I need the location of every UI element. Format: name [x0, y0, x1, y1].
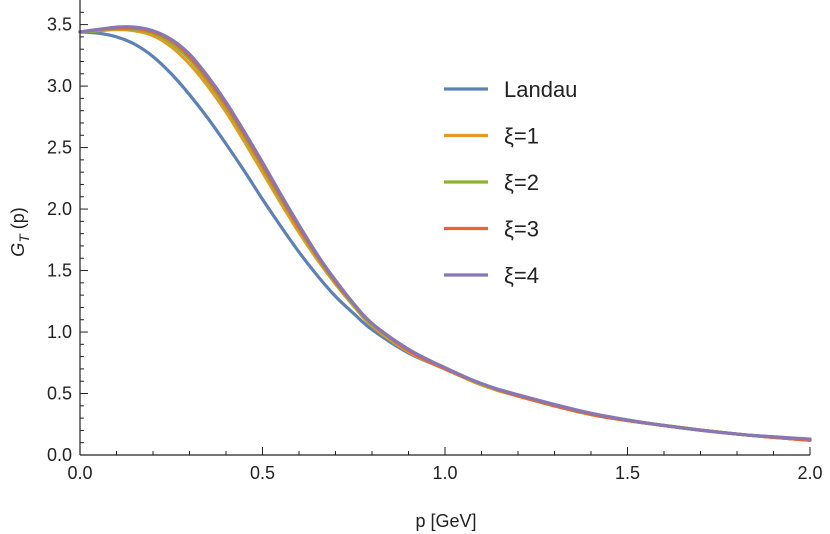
y-tick-label-2: 1.0 — [47, 322, 72, 342]
x-tick-label-0: 0.0 — [67, 463, 92, 483]
y-axis-label: GT (p) — [8, 207, 32, 257]
y-tick-label-0: 0.0 — [47, 445, 72, 465]
y-axis-label-suffix: (p) — [8, 207, 28, 234]
series-line-4 — [78, 25, 812, 441]
legend: Landau ξ=1 ξ=2 ξ=3 ξ=4 — [444, 77, 577, 288]
x-tick-label-3: 1.5 — [615, 463, 640, 483]
x-tick-label-1: 0.5 — [250, 463, 275, 483]
x-tick-label-2: 1.0 — [432, 463, 457, 483]
y-tick-label-5: 2.5 — [47, 138, 72, 158]
series-layer — [78, 25, 812, 442]
legend-label-2: ξ=2 — [504, 170, 539, 195]
x-axis-label: p [GeV] — [415, 511, 476, 531]
y-tick-label-4: 2.0 — [47, 199, 72, 219]
series-line-1 — [78, 27, 812, 442]
legend-label-4: ξ=4 — [504, 263, 539, 288]
y-tick-label-6: 3.0 — [47, 76, 72, 96]
y-tick-label-7: 3.5 — [47, 15, 72, 35]
y-tick-label-3: 1.5 — [47, 261, 72, 281]
legend-label-1: ξ=1 — [504, 124, 539, 149]
y-tick-label-1: 0.5 — [47, 384, 72, 404]
x-tick-label-4: 2.0 — [797, 463, 822, 483]
ticks: 0.0 0.5 1.0 1.5 2.0 0.0 0.5 1.0 1.5 2.0 2.5 3.0 3.5 — [47, 11, 823, 483]
legend-label-0: Landau — [504, 77, 577, 102]
y-axis-label-subscript: T — [16, 233, 32, 243]
series-line-0 — [78, 30, 812, 442]
legend-label-3: ξ=3 — [504, 217, 539, 242]
y-axis-label-main: G — [8, 243, 28, 257]
